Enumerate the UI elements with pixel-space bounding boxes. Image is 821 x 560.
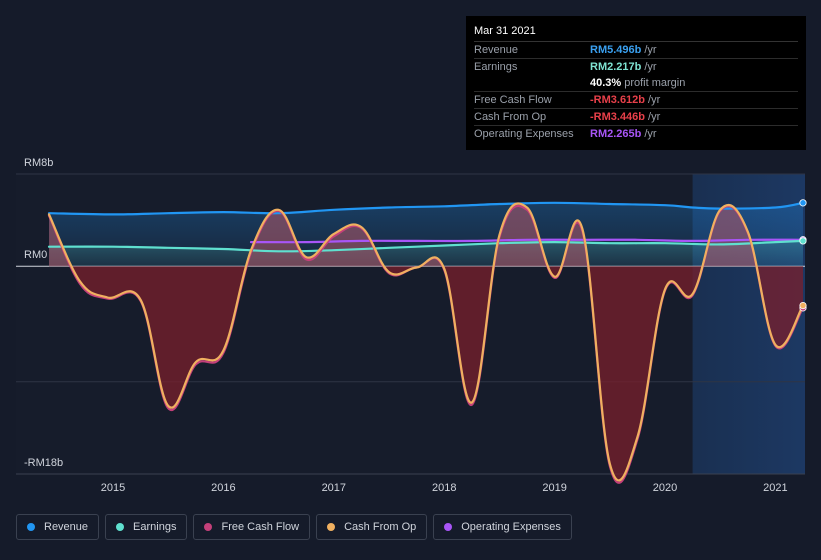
tooltip-row-revenue: Revenue RM5.496b /yr <box>474 42 798 59</box>
tooltip-unit: /yr <box>644 128 657 140</box>
series-lines <box>47 201 805 484</box>
tooltip-value: -RM3.446b <box>590 111 646 123</box>
x-tick-label: 2018 <box>432 482 456 494</box>
tooltip-value: RM2.265b <box>590 128 642 140</box>
revenue-line <box>47 201 805 216</box>
legend-label: Earnings <box>133 521 177 533</box>
legend-label: Cash From Op <box>344 521 417 533</box>
series-endpoints <box>799 199 807 312</box>
legend-item-free-cash-flow[interactable]: Free Cash Flow <box>193 514 311 540</box>
legend-item-revenue[interactable]: Revenue <box>16 514 100 540</box>
x-axis-labels: 2015 2016 2017 2018 2019 2020 2021 <box>101 482 788 494</box>
cash-flow-positive-area <box>49 203 757 266</box>
tooltip-row-operating-expenses: Operating Expenses RM2.265b /yr <box>474 126 798 142</box>
tooltip-label: Cash From Op <box>474 111 547 123</box>
legend-dot-icon <box>327 523 336 531</box>
legend-dot-icon <box>444 523 453 531</box>
earnings-line <box>47 239 805 253</box>
tooltip-row-earnings: Earnings RM2.217b /yr <box>474 59 798 75</box>
tooltip-label: Earnings <box>474 61 518 73</box>
tooltip-unit: /yr <box>644 61 657 73</box>
legend-label: Operating Expenses <box>461 521 561 533</box>
x-tick-label: 2020 <box>653 482 677 494</box>
y-tick-label-bottom: -RM18b <box>24 457 63 469</box>
chart-area: RM8b RM0 -RM18b 2015 2016 2017 2018 2019 2020… <box>16 157 807 494</box>
tooltip-panel: Mar 31 2021 Revenue RM5.496b /yr Earning… <box>466 16 806 150</box>
cash-from-op-endpoint <box>799 301 807 310</box>
legend-label: Free Cash Flow <box>221 521 300 533</box>
earnings-endpoint <box>799 237 807 245</box>
tooltip-value: RM2.217b <box>590 61 642 73</box>
y-tick-label-zero: RM0 <box>24 249 47 261</box>
legend-dot-icon <box>27 523 35 531</box>
y-tick-label-top: RM8b <box>24 157 53 169</box>
tooltip-label <box>474 75 590 91</box>
legend-item-cash-from-op[interactable]: Cash From Op <box>316 514 428 540</box>
legend: Revenue Earnings Free Cash Flow Cash Fro… <box>16 514 572 540</box>
legend-dot-icon <box>204 523 213 531</box>
tooltip-row-free-cash-flow: Free Cash Flow -RM3.612b /yr <box>474 92 798 109</box>
x-tick-label: 2015 <box>101 482 125 494</box>
tooltip-value: 40.3% <box>590 77 622 89</box>
earnings-area <box>49 240 803 267</box>
cash-from-op-line <box>47 202 805 482</box>
cash-flow-negative-area <box>49 266 803 481</box>
legend-label: Revenue <box>44 521 89 533</box>
tooltip-row-profit-margin: 40.3% profit margin <box>474 75 798 92</box>
legend-item-earnings[interactable]: Earnings <box>105 514 188 540</box>
tooltip-value: -RM3.612b <box>590 94 646 106</box>
x-tick-label: 2017 <box>322 482 346 494</box>
tooltip-unit: /yr <box>648 94 661 106</box>
revenue-endpoint <box>799 199 807 207</box>
tooltip-unit: /yr <box>644 44 657 56</box>
tooltip-label: Free Cash Flow <box>474 94 552 106</box>
legend-item-operating-expenses[interactable]: Operating Expenses <box>433 514 572 540</box>
tooltip-row-cash-from-op: Cash From Op -RM3.446b /yr <box>474 109 798 126</box>
tooltip-value: RM5.496b <box>590 44 642 56</box>
tooltip-label: Operating Expenses <box>474 128 574 140</box>
y-axis-labels: RM8b RM0 -RM18b <box>24 157 63 469</box>
tooltip-unit: profit margin <box>624 77 686 89</box>
tooltip-label: Revenue <box>474 44 519 56</box>
tooltip-date: Mar 31 2021 <box>474 23 798 42</box>
legend-dot-icon <box>116 523 125 531</box>
x-tick-label: 2021 <box>763 482 787 494</box>
x-tick-label: 2019 <box>542 482 566 494</box>
x-tick-label: 2016 <box>211 482 235 494</box>
tooltip-unit: /yr <box>648 111 661 123</box>
